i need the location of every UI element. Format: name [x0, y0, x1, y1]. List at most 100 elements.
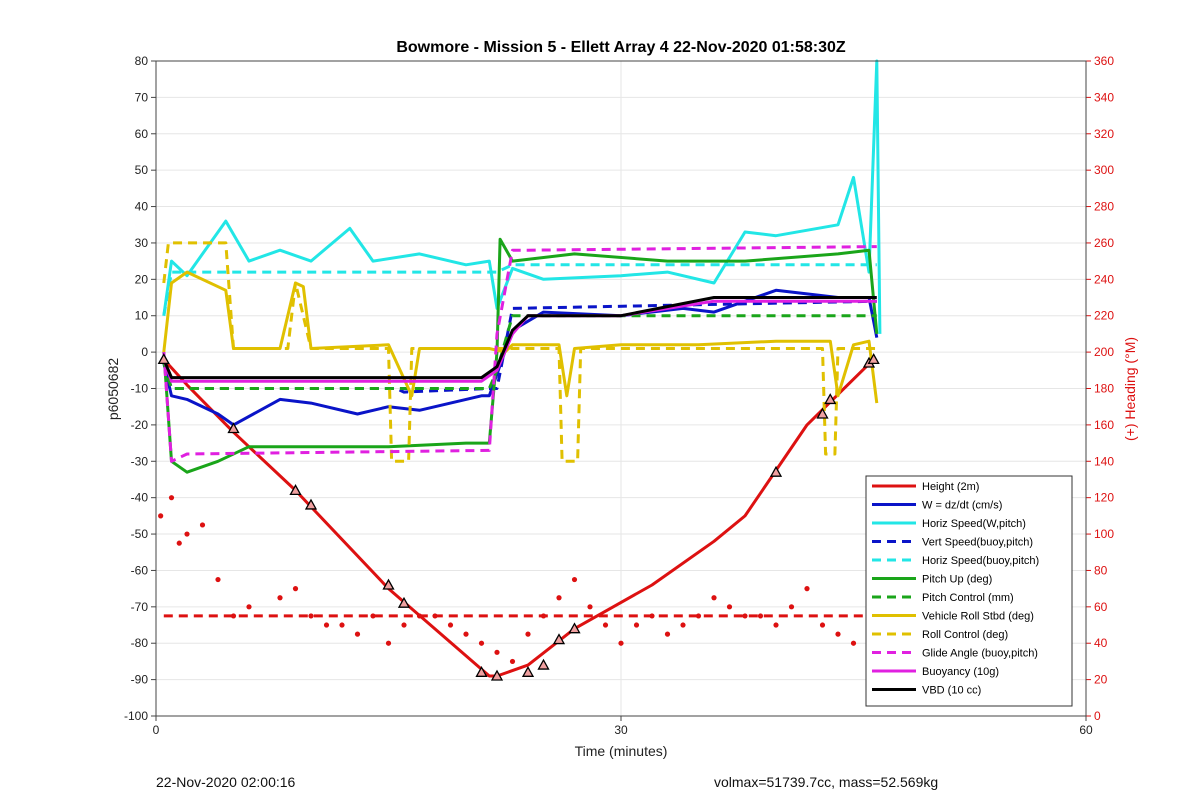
legend-entry: Pitch Up (deg)	[922, 574, 992, 586]
y-tick-label: 40	[135, 200, 149, 214]
y-tick-label: -50	[131, 527, 149, 541]
y-tick-label: 20	[135, 272, 149, 286]
dive-marker	[475, 665, 488, 677]
legend-entry: Horiz Speed(buoy,pitch)	[922, 555, 1039, 567]
series-glide-angle-buoy-pitch	[162, 245, 877, 463]
y2-tick-label: 60	[1094, 600, 1108, 614]
heading-point	[602, 622, 609, 628]
footer-timestamp: 22-Nov-2020 02:00:16	[156, 774, 296, 790]
legend: Height (2m) W = dz/dt (cm/s) Horiz Speed(W…	[865, 475, 1073, 707]
y2-tick-label: 40	[1094, 636, 1108, 650]
dive-marker	[382, 578, 395, 590]
heading-point	[323, 622, 330, 628]
legend-entry: VBD (10 cc)	[922, 685, 981, 697]
heading-point	[401, 622, 407, 628]
series-vbd-10-cc	[162, 296, 877, 380]
dive-marker	[867, 353, 880, 365]
dive-marker	[537, 658, 550, 670]
heading-point	[680, 622, 686, 628]
y2-tick-label: 220	[1094, 309, 1114, 323]
footer-mass-info: volmax=51739.7cc, mass=52.569kg	[714, 774, 939, 790]
dive-marker	[824, 393, 837, 405]
series-roll-control-deg	[162, 241, 877, 463]
heading-point	[773, 622, 779, 628]
heading-point	[571, 576, 578, 583]
y2-tick-label: 100	[1094, 527, 1114, 541]
legend-entry: Pitch Control (mm)	[922, 592, 1014, 604]
heading-point	[215, 576, 221, 583]
heading-point	[308, 613, 314, 619]
series-height-2m	[162, 358, 875, 678]
dive-marker	[521, 665, 535, 677]
heading-point	[757, 613, 764, 619]
heading-point	[819, 622, 826, 628]
heading-point	[158, 513, 164, 519]
plot-frame	[155, 60, 1087, 717]
heading-point	[339, 622, 345, 628]
x-tick-label: 60	[1079, 723, 1093, 737]
heading-point	[292, 586, 299, 592]
series-w-dz-dt-cm-s	[162, 288, 879, 427]
y-tick-label: 0	[141, 345, 148, 359]
y2-tick-label: 20	[1094, 673, 1108, 687]
heading-point	[277, 595, 283, 601]
y-tick-label: 60	[135, 127, 149, 141]
heading-point	[509, 658, 516, 665]
heading-point	[168, 495, 175, 501]
dive-marker	[769, 465, 783, 477]
y2-tick-label: 300	[1094, 163, 1114, 177]
y2-tick-label: 120	[1094, 491, 1114, 505]
y-tick-label: 80	[135, 54, 149, 68]
heading-point	[850, 640, 857, 646]
y2-tick-label: 320	[1094, 127, 1114, 141]
heading-point	[354, 631, 361, 637]
legend-entry: W = dz/dt (cm/s)	[922, 500, 1002, 512]
legend-entry: Horiz Speed(W,pitch)	[922, 518, 1026, 530]
heading-point	[494, 649, 500, 655]
y2-tick-label: 140	[1094, 454, 1114, 468]
heading-point	[385, 640, 392, 646]
y-tick-label: -40	[131, 491, 149, 505]
dive-marker	[227, 422, 240, 434]
heading-point	[184, 531, 190, 537]
dive-marker	[552, 633, 566, 645]
y2-tick-label: 180	[1094, 382, 1114, 396]
legend-entry: Vert Speed(buoy,pitch)	[922, 537, 1033, 549]
y-tick-label: -10	[131, 382, 149, 396]
heading-point	[199, 522, 206, 528]
x-tick-label: 30	[614, 723, 628, 737]
x-axis-label: Time (minutes)	[575, 743, 668, 759]
legend-entry: Buoyancy (10g)	[922, 666, 999, 678]
heading-point	[618, 640, 624, 646]
dive-marker	[568, 622, 581, 634]
y-tick-label: -90	[131, 673, 149, 687]
heading-point	[478, 640, 485, 646]
dive-marker	[816, 407, 829, 419]
y-tick-label: -100	[124, 709, 148, 723]
heading-point	[664, 631, 671, 637]
dive-marker	[157, 353, 170, 365]
y2-tick-label: 260	[1094, 236, 1114, 250]
dive-marker	[289, 484, 302, 496]
y-tick-label: 70	[135, 90, 149, 104]
y2-tick-label: 360	[1094, 54, 1114, 68]
y-tick-label: -60	[131, 563, 149, 577]
heading-point	[525, 631, 531, 637]
series-heading	[158, 495, 872, 665]
heading-point	[447, 622, 454, 628]
heading-point	[788, 604, 795, 610]
heading-point	[835, 631, 841, 637]
heading-point	[804, 586, 810, 592]
heading-point	[176, 540, 182, 546]
y-tick-label: -80	[131, 636, 149, 650]
series-horiz-speed-buoy-pitch	[162, 263, 877, 316]
y2-tick-label: 0	[1094, 709, 1101, 723]
y2-tick-label: 80	[1094, 563, 1108, 577]
y-axis-label: p6050682	[105, 358, 121, 421]
legend-entry: Roll Control (deg)	[922, 629, 1008, 641]
y2-tick-label: 160	[1094, 418, 1114, 432]
y2-tick-label: 340	[1094, 90, 1114, 104]
dive-marker	[397, 596, 411, 608]
legend-entry: Vehicle Roll Stbd (deg)	[922, 611, 1034, 623]
chart-title: Bowmore - Mission 5 - Ellett Array 4 22-…	[396, 39, 846, 56]
